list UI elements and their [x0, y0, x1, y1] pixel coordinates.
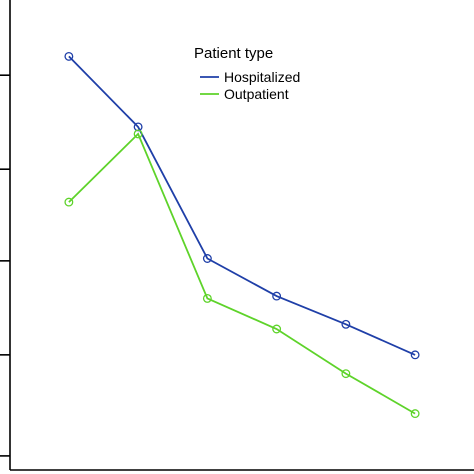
series-line-hospitalized: [68, 55, 416, 356]
point-hospitalized-6: [410, 350, 420, 360]
point-outpatient-3: [202, 294, 212, 303]
point-outpatient-4: [272, 324, 282, 334]
y-ticks: [0, 74, 10, 457]
point-outpatient-6: [410, 409, 420, 419]
legend-title: Patient type: [194, 45, 273, 62]
point-hospitalized-1: [64, 51, 74, 61]
plot-area: [64, 51, 420, 419]
point-outpatient-5: [341, 369, 351, 379]
legend: Patient type Hospitalized Outpatient: [194, 45, 300, 102]
legend-label-hospitalized: Hospitalized: [224, 69, 300, 85]
point-hospitalized-4: [272, 291, 282, 301]
point-hospitalized-3: [202, 254, 212, 263]
series-line-outpatient: [68, 132, 416, 415]
point-hospitalized-5: [341, 319, 351, 329]
point-outpatient-2: [133, 129, 143, 139]
point-outpatient-1: [64, 197, 74, 207]
legend-label-outpatient: Outpatient: [224, 86, 289, 102]
